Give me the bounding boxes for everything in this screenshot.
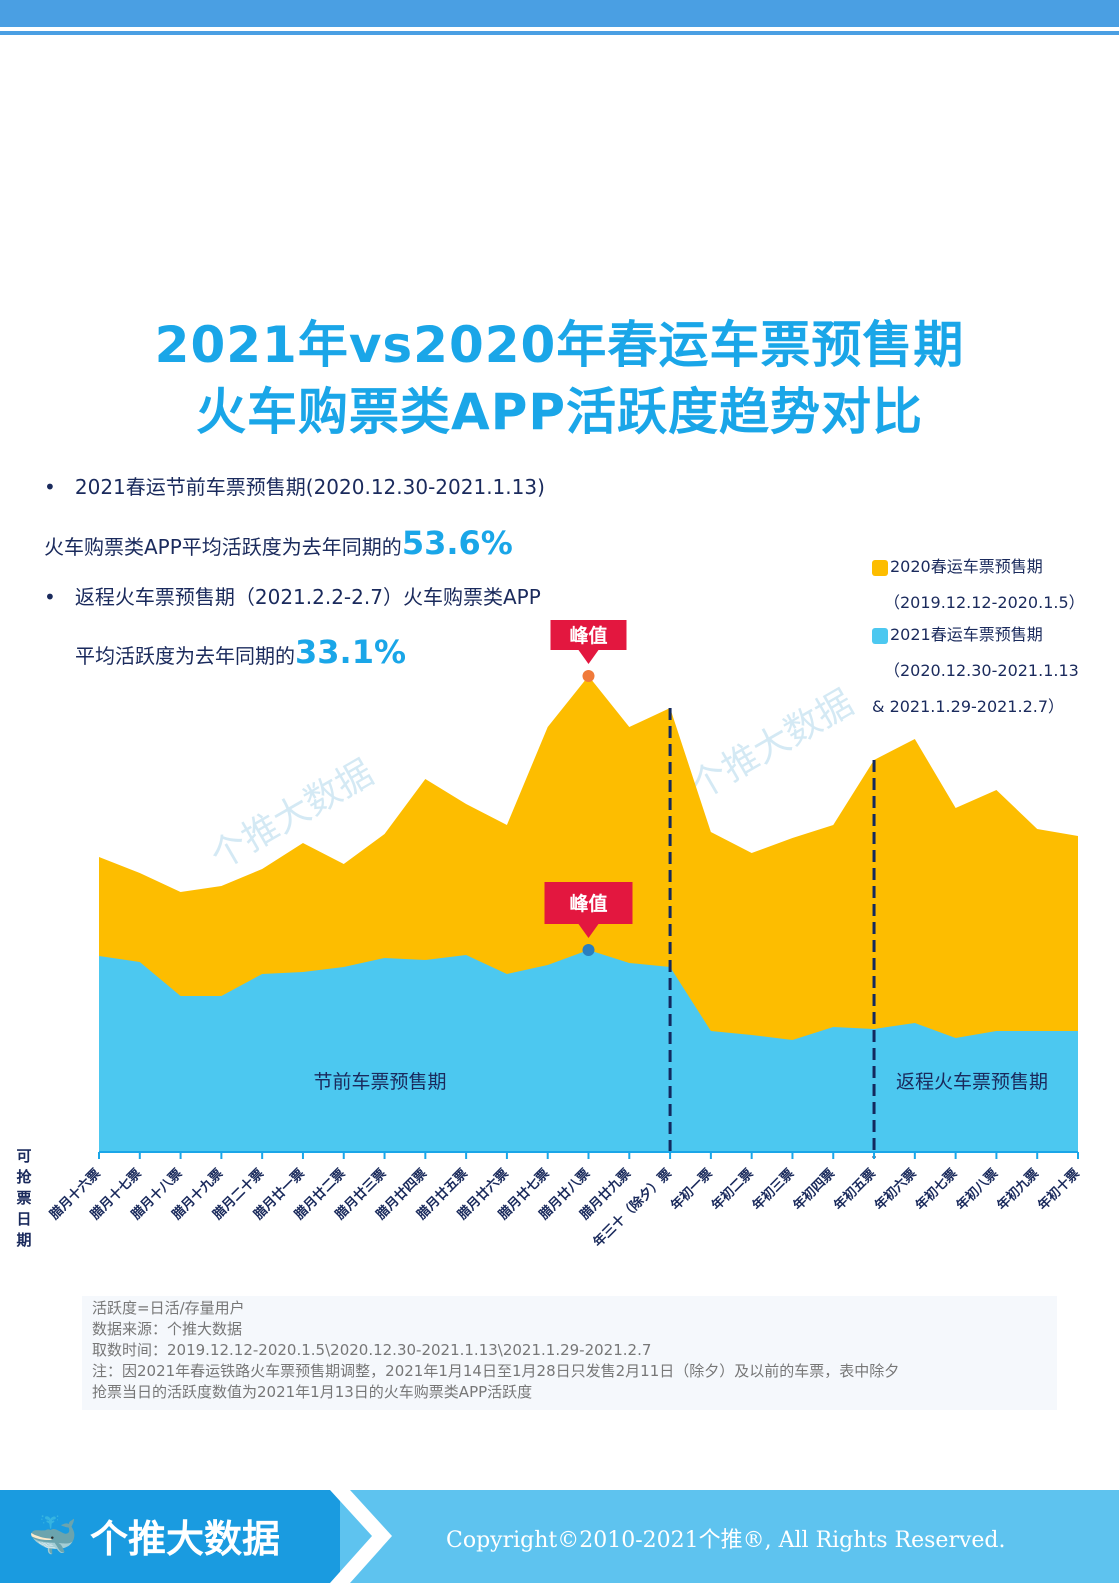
legend-sub-2021b: & 2021.1.29-2021.2.7） <box>872 697 1065 716</box>
footnote-line: 抢票当日的活跃度数值为2021年1月13日的火车购票类APP活跃度 <box>92 1383 533 1401</box>
peak-label: 峰值 <box>569 624 607 647</box>
legend-sub-2021a: （2020.12.30-2021.1.13 <box>884 661 1079 680</box>
x-tick-label: 年初二票 <box>708 1166 756 1214</box>
footnote: 活跃度=日活/存量用户 数据来源：个推大数据 取数时间：2019.12.12-2… <box>82 1296 1057 1410</box>
watermark: 个推大数据 <box>684 682 860 808</box>
x-tick-label: 年初五票 <box>831 1166 879 1214</box>
peak-callout-arrow <box>578 650 599 664</box>
x-tick-label: 年初六票 <box>872 1166 920 1214</box>
bullet-2-text: 返程火车票预售期（2021.2.2-2.7）火车购票类APP <box>74 585 541 609</box>
bullet-1-value: 53.6% <box>401 524 513 562</box>
title-line1: 2021年vs2020年春运车票预售期 <box>154 316 965 374</box>
top-bar <box>0 0 1119 27</box>
bullet-1-text: 2021春运节前车票预售期(2020.12.30-2021.1.13) <box>74 475 545 499</box>
bullet-2-line2: 平均活跃度为去年同期的33.1% <box>75 633 406 671</box>
legend-label-2020: 2020春运车票预售期 <box>890 557 1043 576</box>
peak-callout-arrow <box>578 924 599 938</box>
footer-arrow-icon <box>330 1490 392 1583</box>
bullet-1-line2: 火车购票类APP平均活跃度为去年同期的53.6% <box>44 524 513 562</box>
bullet-1: • 2021春运节前车票预售期(2020.12.30-2021.1.13) <box>44 475 545 499</box>
bullet-2-line2-text: 平均活跃度为去年同期的 <box>75 644 295 668</box>
footnote-line: 注：因2021年春运铁路火车票预售期调整，2021年1月14日至1月28日只发售… <box>92 1362 900 1380</box>
x-axis-title: 可抢票日期 <box>16 1147 32 1249</box>
x-tick-label: 年初十票 <box>1035 1166 1083 1214</box>
legend-2021: 2021春运车票预售期 （2020.12.30-2021.1.13 & 2021.1… <box>872 621 1079 717</box>
whale-logo-icon: 🐳 <box>28 1513 78 1559</box>
x-tick-label: 年初七票 <box>912 1166 960 1214</box>
footnote-line: 数据来源：个推大数据 <box>92 1320 243 1338</box>
legend-label-2021: 2021春运车票预售期 <box>890 625 1043 644</box>
x-tick-label: 年初一票 <box>668 1166 716 1214</box>
x-tick-label: 年初九票 <box>994 1166 1042 1214</box>
top-line <box>0 31 1119 35</box>
peak-label: 峰值 <box>569 892 607 915</box>
legend-2020: 2020春运车票预售期 （2019.12.12-2020.1.5） <box>872 553 1085 613</box>
bullet-1-line2-text: 火车购票类APP平均活跃度为去年同期的 <box>44 535 402 559</box>
legend-swatch-2021 <box>872 627 888 644</box>
footnote-line: 取数时间：2019.12.12-2020.1.5\2020.12.30-2021… <box>92 1341 652 1359</box>
bullet-2-value: 33.1% <box>295 633 407 671</box>
peak-callout <box>550 620 627 650</box>
footer-bar: 🐳 个推大数据 Copyright©2010-2021个推®, All Righ… <box>0 1490 1119 1583</box>
region-label: 返程火车票预售期 <box>896 1071 1048 1093</box>
copyright: Copyright©2010-2021个推®, All Rights Reser… <box>446 1528 1006 1553</box>
legend-swatch-2020 <box>872 559 888 576</box>
x-tick-label: 年初四票 <box>790 1166 838 1214</box>
x-tick-label: 年初八票 <box>953 1166 1001 1214</box>
peak-marker <box>582 944 595 956</box>
footnote-line: 活跃度=日活/存量用户 <box>92 1299 245 1317</box>
footer-brand: 个推大数据 <box>90 1517 281 1561</box>
bullet-2: • 返程火车票预售期（2021.2.2-2.7）火车购票类APP <box>44 585 541 609</box>
peak-callout <box>544 882 633 924</box>
title-line2: 火车购票类APP活跃度趋势对比 <box>196 383 923 441</box>
legend-sub-2020: （2019.12.12-2020.1.5） <box>884 593 1085 612</box>
region-label: 节前车票预售期 <box>313 1071 446 1093</box>
x-tick-label: 年初三票 <box>749 1166 797 1214</box>
peak-marker <box>582 670 595 682</box>
area-series-2021 <box>99 950 1078 1152</box>
footer-brand-block <box>0 1490 340 1583</box>
